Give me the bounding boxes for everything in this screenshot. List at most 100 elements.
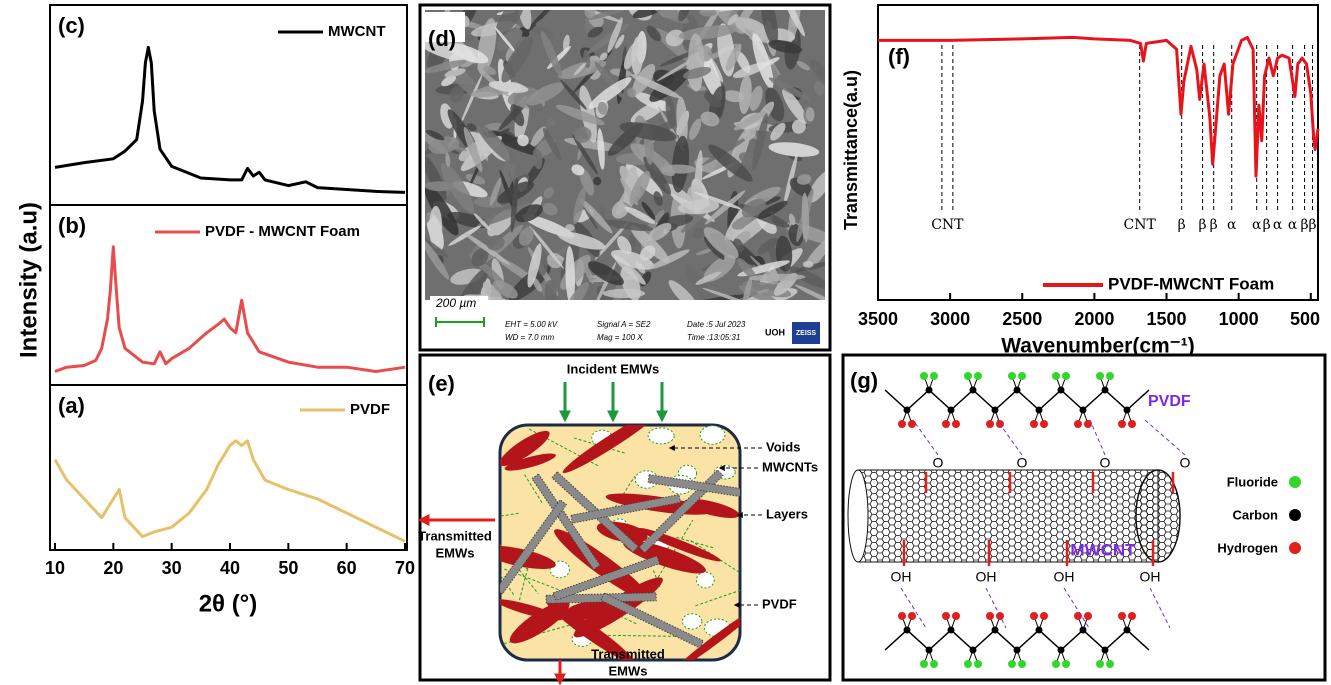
band-label: α (1288, 217, 1298, 233)
band-label: α (1252, 217, 1262, 233)
carbon (1080, 407, 1087, 414)
carbon (1014, 647, 1021, 654)
carbon (926, 387, 933, 394)
fluorine (1062, 372, 1070, 380)
xrd-line (55, 441, 405, 542)
hydroxyl-label: OH (1054, 569, 1075, 585)
fluorine (974, 660, 982, 668)
polymer-label: PVDF (1148, 393, 1191, 410)
x-tick-label: 30 (162, 558, 182, 578)
incident-label: Incident EMWs (567, 361, 659, 376)
fluorine (930, 660, 938, 668)
x-tick-label: 1000 (1219, 309, 1259, 329)
hydrogen (1030, 612, 1038, 620)
fluorine (964, 372, 972, 380)
oxygen-label: O (1017, 455, 1028, 471)
legend-label: PVDF - MWCNT Foam (205, 223, 360, 240)
band-label: β (1263, 217, 1271, 233)
transmit-label: Transmitted (418, 528, 492, 543)
ftir-line (878, 37, 1318, 176)
carbon (1058, 387, 1065, 394)
hydroxyl-label: OH (976, 569, 997, 585)
void (696, 572, 714, 588)
void (648, 428, 674, 444)
fluorine (1018, 372, 1026, 380)
band-label: β (1308, 217, 1316, 233)
tube-label: MWCNT (1070, 540, 1136, 559)
carbon (1058, 647, 1065, 654)
legend-label: Hydrogen (1217, 540, 1278, 555)
transmit-label: EMWs (436, 545, 475, 560)
transmit-label: EMWs (609, 663, 648, 678)
band-label: α (1273, 217, 1283, 233)
carbon (970, 387, 977, 394)
sem-institute: UOH (765, 327, 785, 337)
hydrogen (898, 612, 906, 620)
carbon (1036, 407, 1043, 414)
hydrogen (1074, 612, 1082, 620)
hydrogen (1030, 420, 1038, 428)
xrd-line (55, 47, 405, 192)
oxygen-label: O (1100, 455, 1111, 471)
xrd-line (55, 247, 405, 372)
carbon (904, 627, 911, 634)
sem-info: Mag = 100 X (597, 333, 643, 342)
panel-label: (f) (888, 44, 910, 69)
legend-label: MWCNT (328, 23, 385, 40)
x-tick-label: 3500 (858, 309, 898, 329)
figure: (c)MWCNT(b)PVDF - MWCNT Foam(a)PVDF10203… (0, 0, 1331, 685)
hydrogen (1118, 420, 1126, 428)
callout-label: PVDF (762, 596, 797, 611)
hydrogen (908, 420, 916, 428)
hydrogen (1074, 420, 1082, 428)
carbon (992, 627, 999, 634)
hydrogen (942, 612, 950, 620)
panel-label: (d) (428, 26, 456, 51)
hydrogen (1040, 420, 1048, 428)
sem-info: EHT = 5.00 kV (505, 320, 558, 329)
xrd-frame (50, 5, 407, 550)
fluorine (1096, 372, 1104, 380)
carbon (970, 647, 977, 654)
hydroxyl-label: OH (891, 569, 912, 585)
band-label: β (1178, 217, 1186, 233)
hydrogen (942, 420, 950, 428)
carbon (1080, 627, 1087, 634)
legend-label: PVDF-MWCNT Foam (1108, 274, 1274, 293)
transmit-label: Transmitted (591, 646, 665, 661)
oxygen-label: O (1180, 455, 1191, 471)
x-tick-label: 3000 (930, 309, 970, 329)
sem-info: Time :13:05:31 (687, 333, 740, 342)
legend-label: PVDF (350, 401, 390, 418)
void (682, 614, 701, 629)
carbon (948, 627, 955, 634)
panel-label: (e) (428, 371, 455, 396)
void (700, 426, 725, 444)
x-tick-label: 50 (278, 558, 298, 578)
carbon (1036, 627, 1043, 634)
x-tick-label: 1500 (1147, 309, 1187, 329)
hydrogen (1040, 612, 1048, 620)
oxygen-label: O (933, 455, 944, 471)
fluorine (964, 660, 972, 668)
x-tick-label: 40 (220, 558, 240, 578)
carbon (1102, 647, 1109, 654)
callout-label: Layers (766, 506, 808, 521)
panel-label: (b) (58, 213, 86, 238)
hydrogen (908, 612, 916, 620)
band-label: β (1199, 217, 1207, 233)
fluorine (1106, 372, 1114, 380)
legend-dot (1289, 476, 1301, 488)
x-tick-label: 10 (45, 558, 65, 578)
legend-label: Carbon (1233, 507, 1279, 522)
x-tick-label: 20 (103, 558, 123, 578)
fluorine (974, 372, 982, 380)
legend-dot (1289, 542, 1301, 554)
x-tick-label: 2500 (1002, 309, 1042, 329)
band-label: CNT (931, 217, 964, 233)
fluorine (1096, 660, 1104, 668)
fluorine (1062, 660, 1070, 668)
carbon (1102, 387, 1109, 394)
hydrogen (1118, 612, 1126, 620)
y-axis-label: Intensity (a.u) (15, 202, 42, 358)
